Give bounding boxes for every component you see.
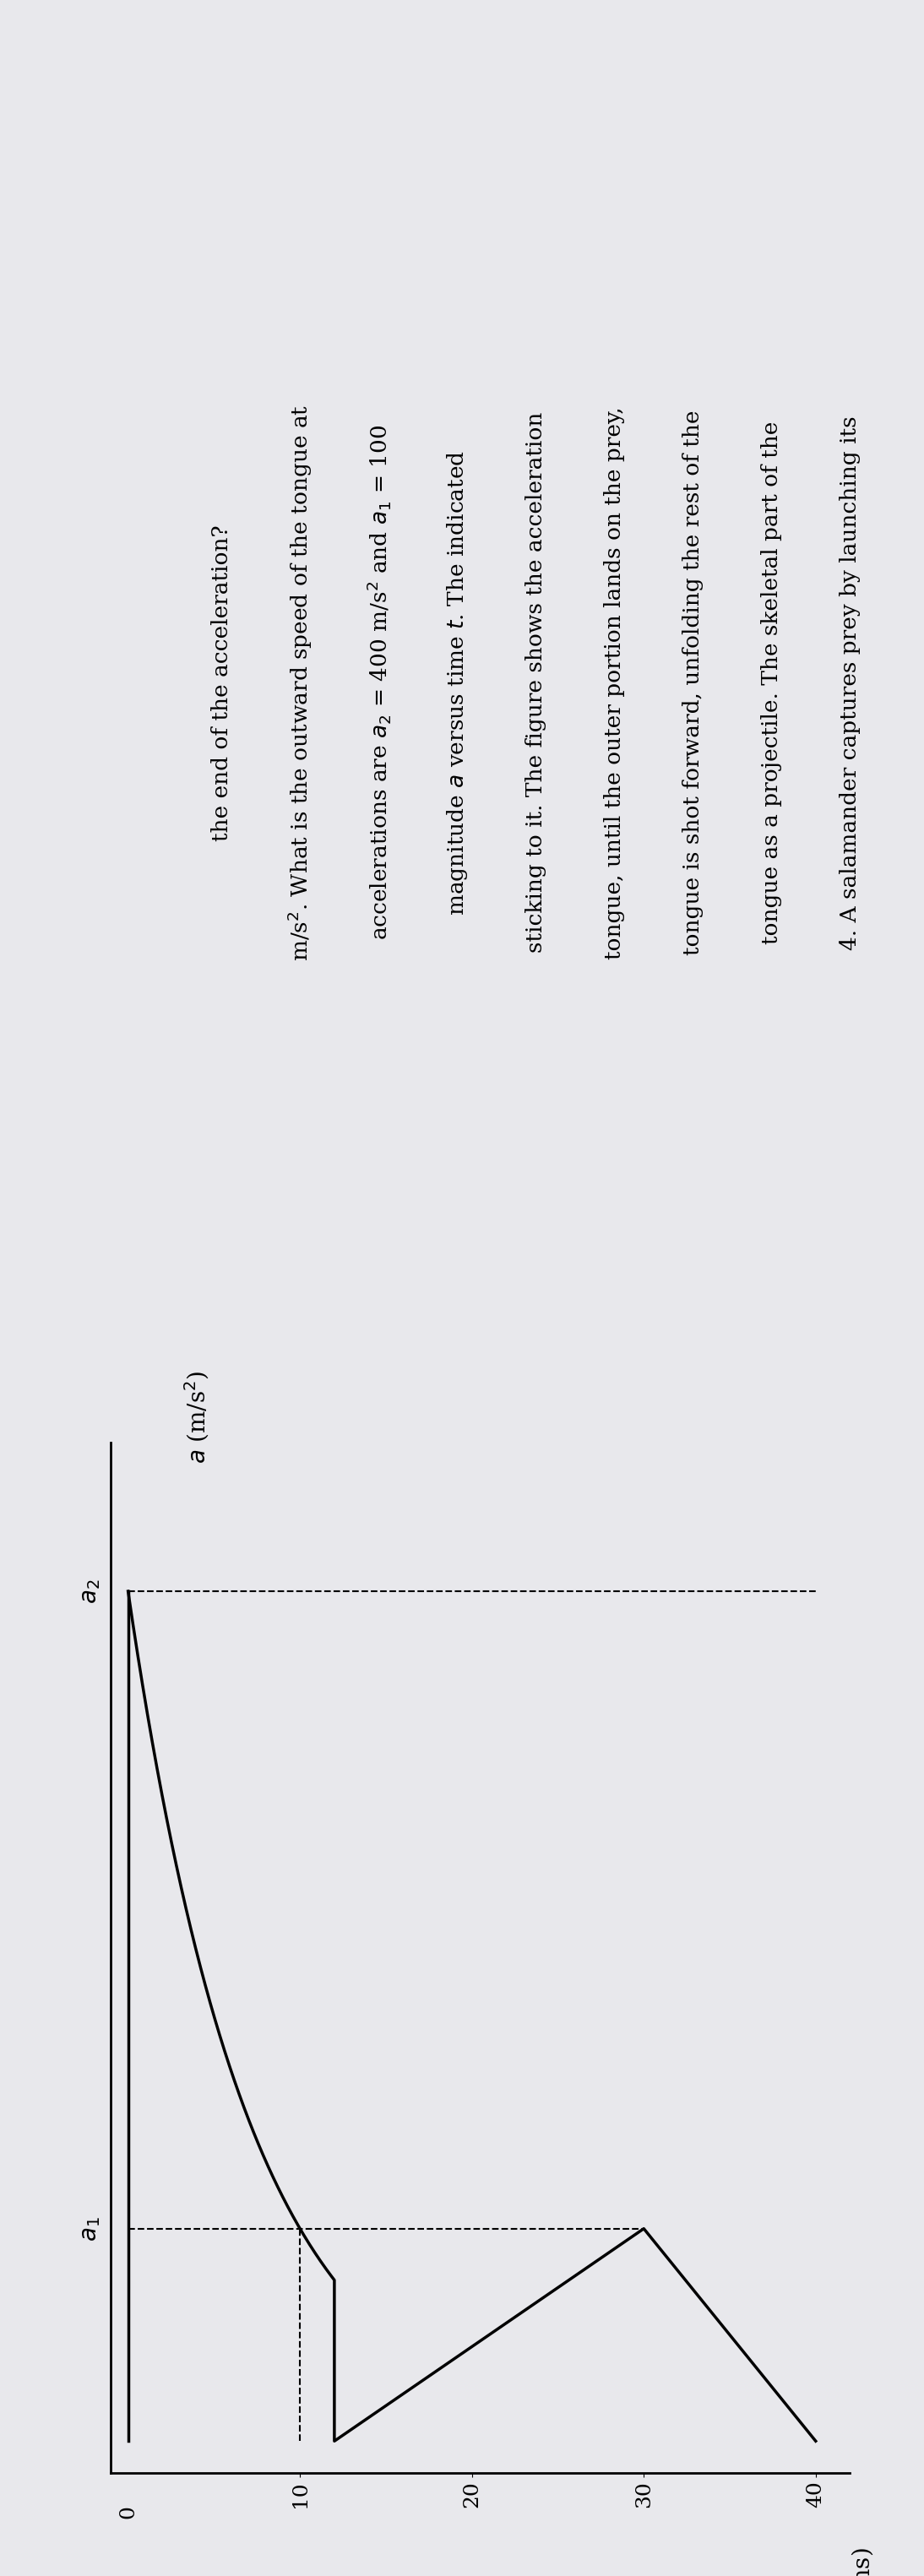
Text: the end of the acceleration?: the end of the acceleration?: [212, 526, 232, 840]
Text: $t$ (ms): $t$ (ms): [850, 2548, 875, 2576]
Text: $a_1$: $a_1$: [79, 2215, 103, 2241]
Text: accelerations are $a_2$ = 400 m/s$^2$ and $a_1$ = 100: accelerations are $a_2$ = 400 m/s$^2$ an…: [365, 425, 393, 940]
Text: tongue is shot forward, unfolding the rest of the: tongue is shot forward, unfolding the re…: [683, 410, 703, 956]
Text: 4. A salamander captures prey by launching its: 4. A salamander captures prey by launchi…: [840, 415, 860, 951]
Text: $a_2$: $a_2$: [79, 1579, 103, 1605]
Text: m/s$^2$. What is the outward speed of the tongue at: m/s$^2$. What is the outward speed of th…: [286, 404, 314, 961]
Text: $a$ (m/s$^2$): $a$ (m/s$^2$): [183, 1370, 211, 1463]
Text: 0: 0: [118, 2504, 138, 2519]
Text: tongue, until the outer portion lands on the prey,: tongue, until the outer portion lands on…: [604, 407, 625, 958]
Text: sticking to it. The figure shows the acceleration: sticking to it. The figure shows the acc…: [526, 412, 546, 953]
Text: tongue as a projectile. The skeletal part of the: tongue as a projectile. The skeletal par…: [761, 420, 782, 945]
Text: magnitude $a$ versus time $t$. The indicated: magnitude $a$ versus time $t$. The indic…: [445, 451, 469, 914]
